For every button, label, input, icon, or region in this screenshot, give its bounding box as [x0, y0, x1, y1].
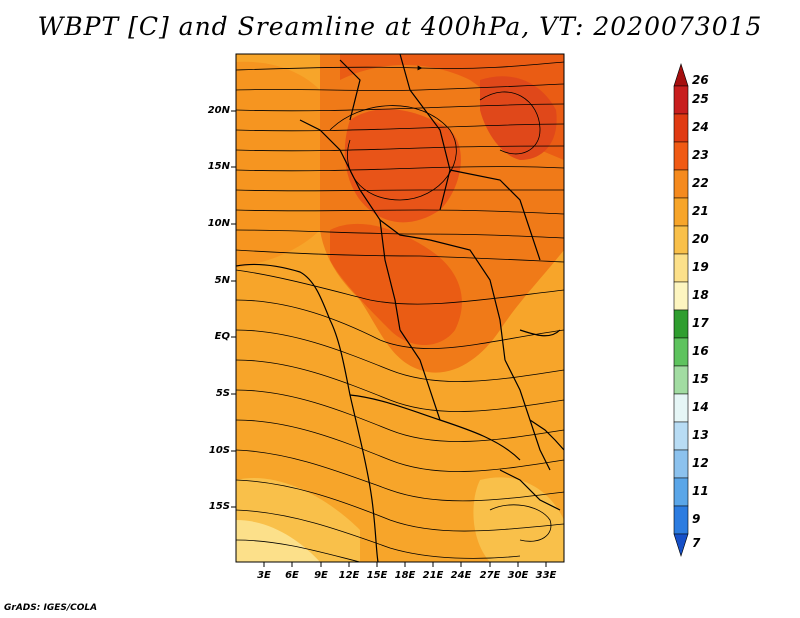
colorbar [673, 63, 689, 557]
colorbar-label: 7 [692, 535, 701, 550]
map-frame [235, 53, 565, 563]
lon-label: 15E [366, 570, 388, 581]
colorbar-swatch [673, 505, 689, 535]
lat-label: 5N [214, 275, 230, 286]
credit-text: GrADS: IGES/COLA [4, 603, 98, 613]
colorbar-label: 12 [692, 456, 709, 470]
colorbar-label: 13 [692, 428, 709, 442]
colorbar-swatch [673, 281, 689, 311]
streamlines [236, 61, 564, 562]
lat-label: 10N [207, 218, 230, 229]
temperature-field [236, 54, 564, 562]
colorbar-swatch [673, 477, 689, 507]
colorbar-swatch [673, 225, 689, 255]
colorbar-swatch [673, 63, 689, 87]
lat-label: 10S [208, 445, 230, 456]
lon-label: 12E [338, 570, 360, 581]
colorbar-label: 20 [692, 232, 709, 246]
colorbar-label: 24 [692, 120, 709, 134]
lon-label: 33E [535, 570, 557, 581]
colorbar-label: 25 [692, 92, 709, 106]
colorbar-label: 15 [692, 372, 709, 386]
colorbar-swatch [673, 253, 689, 283]
lon-label: 21E [422, 570, 444, 581]
colorbar-label: 16 [692, 344, 709, 358]
colorbar-label: 22 [692, 176, 709, 190]
coastlines-and-borders [236, 54, 564, 562]
colorbar-swatch [673, 393, 689, 423]
colorbar-swatch [673, 309, 689, 339]
colorbar-swatch [673, 113, 689, 143]
colorbar-swatch [673, 449, 689, 479]
colorbar-label: 11 [692, 484, 709, 498]
lon-label: 30E [507, 570, 529, 581]
colorbar-label: 17 [692, 316, 709, 330]
lon-ticks [263, 562, 547, 567]
colorbar-swatch [673, 85, 689, 115]
colorbar-label: 23 [692, 148, 709, 162]
colorbar-label: 26 [692, 72, 709, 87]
colorbar-label: 19 [692, 260, 709, 274]
colorbar-label: 18 [692, 288, 709, 302]
colorbar-swatch [673, 337, 689, 367]
colorbar-swatch [673, 533, 689, 557]
lon-label: 27E [479, 570, 501, 581]
map-title: WBPT [C] and Sreamline at 400hPa, VT: 20… [37, 12, 763, 41]
lat-ticks [231, 110, 236, 508]
lat-label: 5S [215, 388, 230, 399]
colorbar-label: 14 [692, 400, 709, 414]
colorbar-swatch [673, 197, 689, 227]
colorbar-label: 21 [692, 204, 709, 218]
lon-label: 3E [257, 570, 271, 581]
colorbar-swatch [673, 421, 689, 451]
colorbar-swatch [673, 141, 689, 171]
lat-label: 15S [208, 501, 230, 512]
lon-label: 18E [394, 570, 416, 581]
lon-label: 6E [285, 570, 299, 581]
lat-label: 15N [207, 161, 230, 172]
colorbar-swatch [673, 365, 689, 395]
lon-label: 9E [314, 570, 328, 581]
lat-label: 20N [207, 105, 230, 116]
colorbar-swatch [673, 169, 689, 199]
lon-label: 24E [450, 570, 472, 581]
colorbar-label: 9 [692, 512, 701, 526]
lat-label: EQ [214, 331, 230, 342]
